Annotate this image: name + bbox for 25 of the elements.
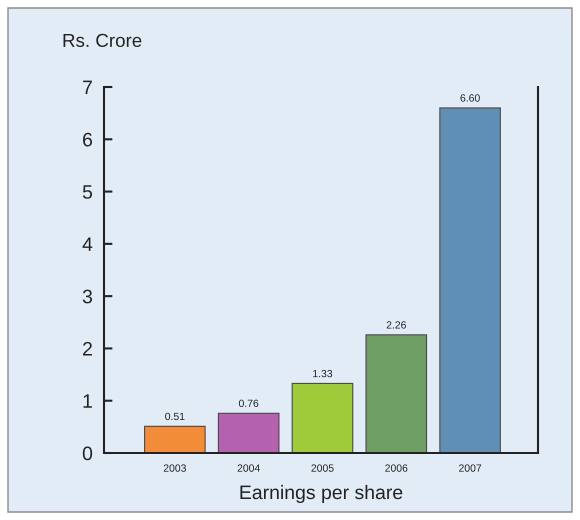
bar <box>292 382 354 453</box>
y-tick-label: 0 <box>82 446 92 460</box>
x-axis-title: Earnings per share <box>240 484 402 504</box>
y-axis-title: Rs. Crore <box>64 34 142 48</box>
bar <box>144 426 206 453</box>
x-tick-label: 2003 <box>164 464 186 472</box>
y-tick-label: 5 <box>82 185 92 199</box>
data-label: 6.60 <box>460 94 480 102</box>
y-tick-label: 6 <box>83 132 92 147</box>
y-tick-label: 4 <box>82 238 92 251</box>
x-tick-label: 2004 <box>238 464 260 472</box>
x-tick-label: 2006 <box>385 464 408 472</box>
bar <box>218 412 280 453</box>
x-tick-label: 2005 <box>311 464 334 472</box>
data-label: 2.26 <box>386 321 406 329</box>
y-tick-label: 3 <box>82 290 92 304</box>
y-tick-label: 7 <box>83 80 92 94</box>
y-tick-label: 2 <box>83 342 92 356</box>
y-tick-label: 1 <box>84 394 92 408</box>
data-label: 1.33 <box>313 370 332 378</box>
data-label: 0.51 <box>165 412 184 420</box>
x-tick-label: 2007 <box>459 464 482 472</box>
bar <box>365 334 428 453</box>
data-label: 0.76 <box>238 400 258 408</box>
bar <box>439 107 501 453</box>
